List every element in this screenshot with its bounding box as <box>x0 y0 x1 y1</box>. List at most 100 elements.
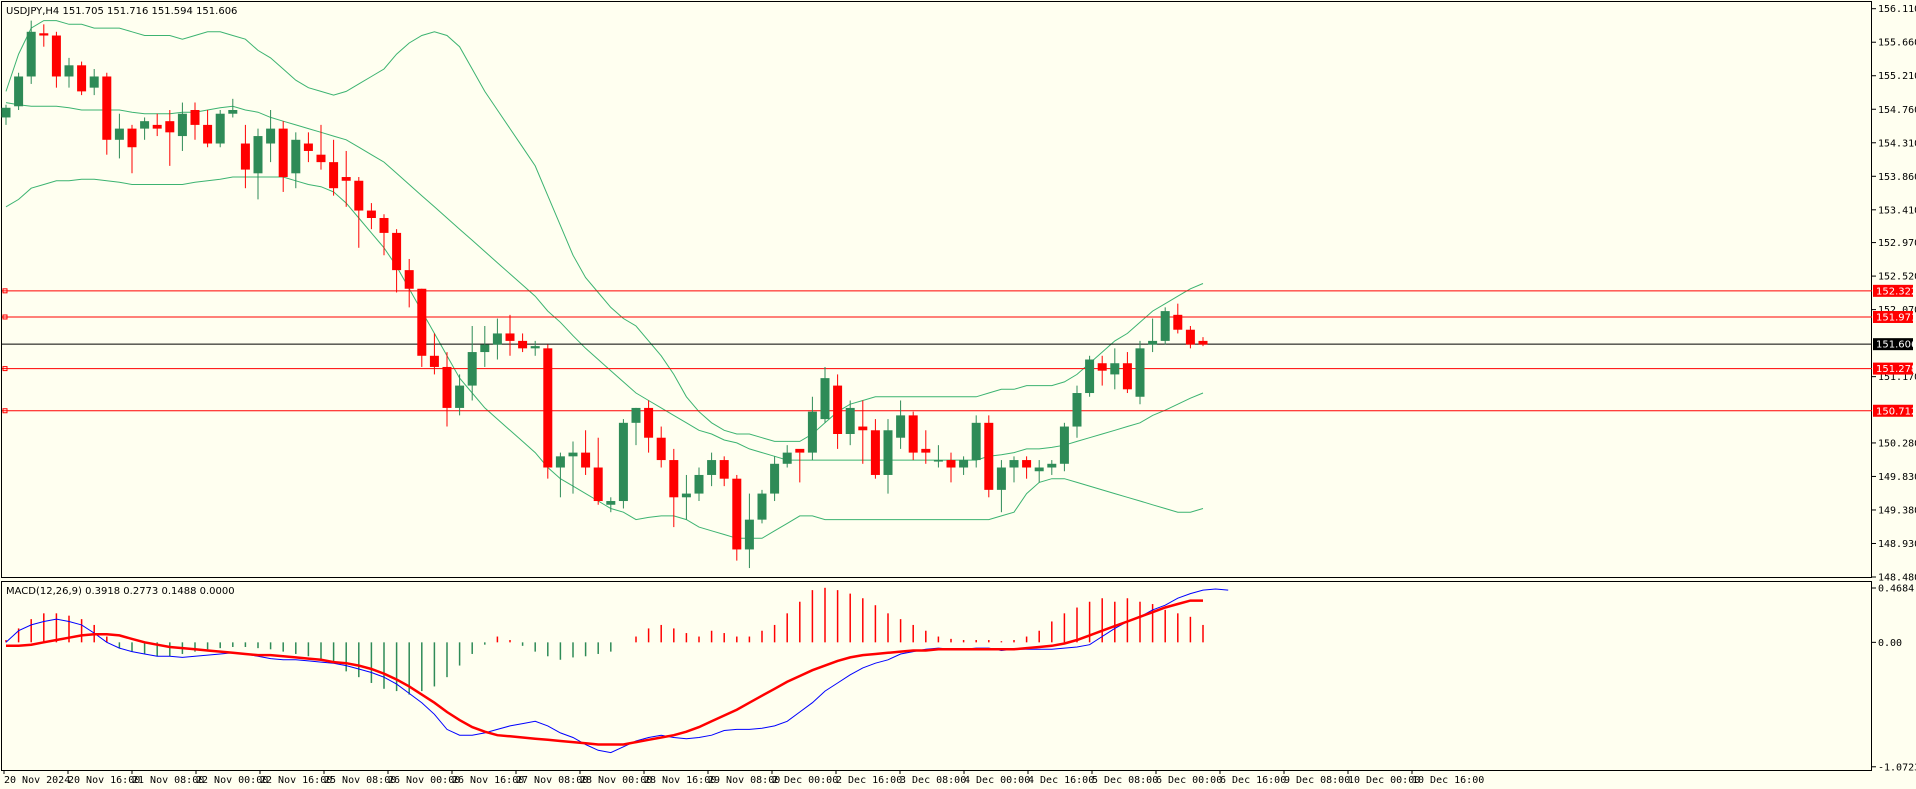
candle-body <box>114 128 124 140</box>
level-tag <box>1873 362 1913 375</box>
candle-body <box>442 366 452 408</box>
candle-body <box>102 76 112 140</box>
macd-tick-label: -1.0723 <box>1878 762 1916 773</box>
candle-body <box>896 415 906 438</box>
axes: 156.110 155.660 155.210 154.760 154.310 153.8… <box>2 4 1916 786</box>
candle-body <box>341 177 351 181</box>
candle-body <box>1110 363 1120 375</box>
macd-tick-label: 0.4684 <box>1878 583 1914 594</box>
candle-body <box>757 493 767 520</box>
candle-body <box>215 113 225 144</box>
candle-body <box>417 288 427 356</box>
candle-body <box>1198 340 1208 345</box>
level-marker <box>2 288 8 294</box>
candle-body <box>782 452 792 464</box>
candle-body <box>807 411 817 453</box>
price-tick-label: 152.070 <box>1878 305 1916 316</box>
candle-body <box>1 107 11 118</box>
candle-body <box>631 407 641 423</box>
candle-body <box>140 121 150 129</box>
candle-body <box>530 346 540 349</box>
bollinger-upper-line <box>5 20 1204 442</box>
level-tag-label: 151.278 <box>1876 364 1916 375</box>
candle-body <box>455 385 465 408</box>
candle-body <box>996 467 1006 490</box>
candle-body <box>694 474 704 494</box>
time-tick-label: 20 Nov 16:00 <box>68 775 140 786</box>
candle-body <box>505 333 515 341</box>
price-tick-label: 154.760 <box>1878 105 1916 116</box>
candle-body <box>543 348 553 468</box>
candle-body <box>870 430 880 475</box>
candle-body <box>77 65 87 92</box>
candle-body <box>618 422 628 502</box>
candle-body <box>744 519 754 550</box>
candle-body <box>1085 359 1095 394</box>
candle-body <box>1022 460 1032 468</box>
candle-body <box>707 460 717 475</box>
candle-body <box>228 109 238 114</box>
level-tag <box>1873 404 1913 417</box>
price-tick-label: 149.830 <box>1878 472 1916 483</box>
bollinger-lower-line <box>5 176 1204 539</box>
candle-body <box>240 143 250 170</box>
candle-body <box>1009 460 1019 468</box>
candle-body <box>681 493 691 498</box>
candle-body <box>278 128 288 178</box>
price-tick-label: 148.480 <box>1878 573 1916 584</box>
candle-body <box>933 460 943 462</box>
candle-body <box>26 31 36 77</box>
time-tick-label: 10 Dec 16:00 <box>1412 775 1484 786</box>
price-tick-label: 152.970 <box>1878 238 1916 249</box>
candle-body <box>555 456 565 468</box>
candle-body <box>266 128 276 144</box>
candle-body <box>1160 311 1170 341</box>
bollinger-middle-line <box>5 102 1204 461</box>
macd-tick-label: 0.00 <box>1878 638 1902 649</box>
current-price-label: 151.606 <box>1876 340 1916 351</box>
candle-body <box>190 109 200 125</box>
candle-body <box>770 463 780 494</box>
candle-body <box>1185 329 1195 345</box>
candle-body <box>921 448 931 453</box>
candle-body <box>379 217 389 233</box>
candle-body <box>291 139 301 174</box>
time-tick-label: 27 Nov 08:00 <box>516 775 588 786</box>
candle-body <box>820 378 830 420</box>
candle-body <box>1122 363 1132 390</box>
time-tick-label: 4 Dec 16:00 <box>1028 775 1094 786</box>
candle-body <box>833 385 843 434</box>
candle-body <box>366 210 376 218</box>
candle-body <box>1097 363 1107 371</box>
level-tag <box>1873 284 1913 297</box>
macd-pane <box>5 587 1229 754</box>
candle-body <box>203 124 213 144</box>
candle-body <box>303 143 313 151</box>
candle-body <box>177 113 187 137</box>
time-tick-label: 22 Nov 16:00 <box>260 775 332 786</box>
price-tick-label: 150.280 <box>1878 438 1916 449</box>
candle-body <box>1173 314 1183 330</box>
time-tick-label: 10 Dec 00:00 <box>1348 775 1420 786</box>
candle-body <box>1034 467 1044 472</box>
candle-body <box>1047 463 1057 468</box>
candle-body <box>89 76 99 88</box>
level-tag-label: 150.712 <box>1876 406 1916 417</box>
time-tick-label: 21 Nov 08:00 <box>132 775 204 786</box>
time-tick-label: 9 Dec 08:00 <box>1284 775 1350 786</box>
candle-body <box>1059 426 1069 464</box>
price-tick-label: 156.110 <box>1878 4 1916 15</box>
price-pane-border <box>1 1 1872 578</box>
candle-body <box>984 422 994 490</box>
candle-body <box>492 333 502 345</box>
price-tick-label: 149.380 <box>1878 505 1916 516</box>
level-tag-label: 152.322 <box>1876 286 1916 297</box>
time-tick-label: 26 Nov 16:00 <box>452 775 524 786</box>
price-tick-label: 155.210 <box>1878 71 1916 82</box>
candle-body <box>127 128 137 148</box>
time-tick-label: 29 Nov 08:00 <box>708 775 780 786</box>
time-tick-label: 6 Dec 16:00 <box>1220 775 1286 786</box>
candle-body <box>568 452 578 457</box>
time-tick-label: 6 Dec 00:00 <box>1156 775 1222 786</box>
